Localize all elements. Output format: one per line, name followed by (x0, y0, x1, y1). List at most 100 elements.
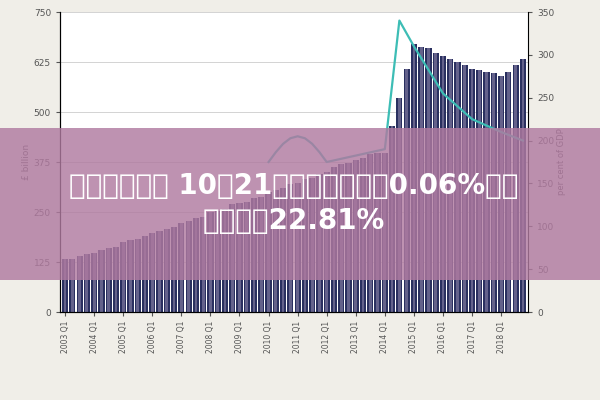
Bar (405, 69, 408, 312)
Bar (78, 256, 81, 312)
Bar (355, 160, 357, 312)
Bar (85, 254, 88, 312)
Bar (493, 73, 495, 312)
Bar (193, 218, 199, 312)
Bar (309, 178, 315, 312)
Bar (113, 247, 119, 312)
Text: 临沂股票配资 10月21日合顺转债下跌0.06%，转
股溢价率22.81%: 临沂股票配资 10月21日合顺转债下跌0.06%，转 股溢价率22.81% (70, 172, 518, 234)
Bar (476, 70, 482, 312)
Bar (282, 188, 284, 312)
Bar (244, 202, 250, 312)
Bar (171, 227, 177, 312)
Bar (91, 253, 97, 312)
Bar (260, 197, 263, 312)
Bar (362, 158, 364, 312)
Bar (134, 239, 141, 312)
Bar (164, 229, 170, 312)
Bar (84, 254, 90, 312)
Bar (217, 211, 219, 312)
Bar (202, 217, 205, 312)
Bar (287, 184, 293, 312)
Bar (143, 236, 146, 312)
Bar (360, 158, 366, 312)
Bar (449, 59, 452, 312)
Bar (316, 174, 323, 312)
Bar (478, 70, 481, 312)
Bar (122, 242, 125, 312)
Bar (142, 236, 148, 312)
Bar (484, 72, 490, 312)
Bar (411, 44, 417, 312)
Bar (469, 69, 475, 312)
Bar (505, 72, 511, 312)
Bar (178, 223, 184, 312)
Bar (376, 153, 379, 312)
Bar (166, 229, 168, 312)
Bar (115, 247, 118, 312)
Bar (367, 154, 373, 312)
Bar (353, 160, 359, 312)
Bar (485, 72, 488, 312)
Y-axis label: per cent of GDP: per cent of GDP (557, 129, 566, 195)
Bar (106, 248, 112, 312)
Bar (229, 204, 235, 312)
Bar (245, 202, 248, 312)
Bar (447, 59, 454, 312)
Bar (383, 153, 386, 312)
Bar (398, 98, 401, 312)
Bar (98, 250, 104, 312)
Bar (149, 233, 155, 312)
Bar (274, 190, 277, 312)
Bar (311, 178, 314, 312)
Bar (107, 248, 110, 312)
Bar (100, 250, 103, 312)
Bar (498, 76, 504, 312)
Bar (265, 192, 272, 312)
Bar (64, 259, 67, 312)
Bar (231, 204, 233, 312)
Bar (318, 174, 321, 312)
Bar (413, 44, 415, 312)
Bar (127, 240, 134, 312)
Bar (332, 167, 335, 312)
Bar (258, 197, 265, 312)
Bar (433, 53, 439, 312)
Bar (427, 48, 430, 312)
Bar (200, 217, 206, 312)
Bar (173, 227, 175, 312)
Bar (382, 153, 388, 312)
Bar (500, 76, 503, 312)
Bar (77, 256, 83, 312)
Bar (521, 59, 524, 312)
Bar (194, 218, 197, 312)
Bar (187, 221, 190, 312)
Bar (273, 190, 279, 312)
Bar (520, 59, 526, 312)
Bar (208, 212, 214, 312)
Bar (151, 233, 154, 312)
Bar (461, 65, 468, 312)
Bar (62, 259, 68, 312)
Bar (420, 48, 422, 312)
Bar (120, 242, 127, 312)
Bar (253, 198, 256, 312)
Bar (454, 62, 461, 312)
Bar (456, 62, 459, 312)
Bar (346, 163, 352, 312)
Y-axis label: £ billion: £ billion (22, 144, 31, 180)
Bar (369, 154, 371, 312)
Bar (323, 172, 330, 312)
Bar (434, 53, 437, 312)
Bar (180, 223, 183, 312)
Bar (491, 73, 497, 312)
Bar (296, 183, 299, 312)
Bar (391, 126, 394, 312)
Bar (157, 231, 163, 312)
Bar (389, 126, 395, 312)
Bar (136, 239, 139, 312)
Bar (347, 163, 350, 312)
Bar (374, 153, 380, 312)
Bar (325, 172, 328, 312)
Bar (185, 221, 192, 312)
Bar (304, 179, 306, 312)
